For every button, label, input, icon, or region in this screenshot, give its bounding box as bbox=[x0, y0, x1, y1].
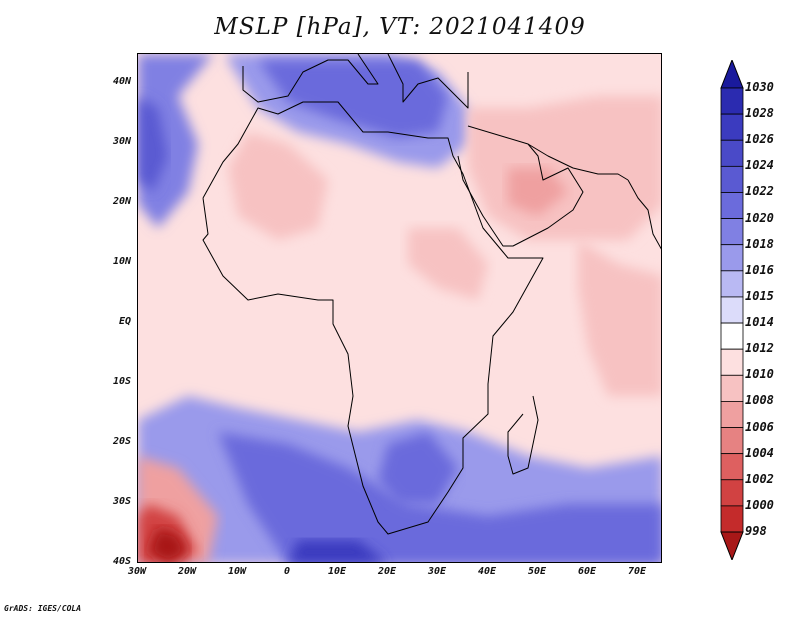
north-atlantic-high-zone bbox=[138, 54, 213, 228]
colorbar-swatch bbox=[720, 218, 744, 246]
credit-text: GrADS: IGES/COLA bbox=[4, 604, 82, 613]
colorbar-swatch bbox=[720, 192, 744, 219]
lon-tick-label: 20E bbox=[377, 566, 397, 577]
lon-tick-label: 30E bbox=[427, 566, 447, 577]
southern-high-core-zone bbox=[288, 540, 386, 562]
colorbar-value-label: 998 bbox=[745, 524, 767, 538]
arabia-low-core-zone bbox=[508, 168, 568, 216]
colorbar-swatch bbox=[720, 479, 744, 507]
colorbar-swatch bbox=[720, 270, 744, 298]
colorbar-value-label: 1018 bbox=[745, 236, 774, 251]
colorbar-swatch bbox=[720, 87, 744, 115]
colorbar bbox=[720, 60, 744, 560]
colorbar-value-label: 1016 bbox=[745, 262, 774, 277]
india-coast-line bbox=[627, 179, 661, 250]
lat-tick-label: 20S bbox=[112, 436, 131, 447]
colorbar-value-label: 1004 bbox=[745, 445, 774, 460]
south-atlantic-high-core-zone bbox=[218, 432, 661, 562]
colorbar-swatch bbox=[720, 296, 744, 324]
north-atlantic-high-core-zone bbox=[138, 96, 168, 192]
lat-tick-label: 20N bbox=[112, 196, 131, 207]
colorbar-swatch bbox=[720, 374, 744, 402]
lat-tick-label: 10N bbox=[112, 256, 131, 267]
lat-tick-label: 10S bbox=[112, 376, 131, 387]
colorbar-value-label: 1026 bbox=[745, 132, 774, 147]
lon-tick-label: 40E bbox=[477, 566, 497, 577]
lon-tick-label: 60E bbox=[577, 566, 597, 577]
south-africa-high-zone bbox=[378, 432, 458, 504]
colorbar-top-arrow bbox=[720, 60, 744, 89]
colorbar-swatch bbox=[720, 139, 744, 167]
colorbar-value-label: 1020 bbox=[745, 210, 774, 225]
iran-coast-line bbox=[527, 143, 629, 181]
colorbar-value-label: 1024 bbox=[745, 158, 774, 173]
southwest-low-center-zone bbox=[148, 528, 188, 562]
lat-tick-label: 30S bbox=[112, 496, 131, 507]
colorbar-value-label: 1022 bbox=[745, 184, 774, 199]
colorbar-value-label: 1015 bbox=[745, 288, 774, 303]
map-title: MSLP [hPa], VT: 2021041409 bbox=[214, 14, 586, 40]
colorbar-value-label: 1030 bbox=[745, 80, 774, 94]
lat-tick-label: 40S bbox=[112, 556, 131, 567]
colorbar-value-label: 1028 bbox=[745, 106, 774, 121]
colorbar-swatch bbox=[720, 113, 744, 141]
sahara-low-zone bbox=[228, 132, 328, 240]
lon-tick-label: 50E bbox=[527, 566, 547, 577]
pressure-map bbox=[138, 54, 661, 562]
colorbar-swatch bbox=[720, 505, 744, 533]
colorbar-value-label: 1002 bbox=[745, 471, 774, 486]
colorbar-swatch bbox=[720, 322, 744, 350]
colorbar-value-label: 1006 bbox=[745, 419, 774, 434]
africa-coast-line bbox=[202, 101, 544, 535]
colorbar-value-label: 1010 bbox=[745, 367, 774, 382]
colorbar-value-label: 1008 bbox=[745, 393, 774, 408]
colorbar-swatch bbox=[720, 453, 744, 481]
arabia-iran-low-zone bbox=[468, 96, 661, 240]
colorbar-swatch bbox=[720, 401, 744, 428]
lon-tick-label: 0 bbox=[283, 566, 291, 577]
colorbar-bottom-arrow bbox=[720, 531, 744, 560]
indian-ocean-low-zone bbox=[578, 240, 661, 396]
map-panel bbox=[137, 53, 662, 563]
lon-tick-label: 10W bbox=[227, 566, 247, 577]
east-africa-low-zone bbox=[408, 228, 488, 300]
colorbar-value-label: 1000 bbox=[745, 497, 774, 512]
europe-coast-line bbox=[242, 54, 379, 103]
madagascar-line bbox=[507, 395, 539, 475]
colorbar-swatch bbox=[720, 244, 744, 272]
colorbar-swatch bbox=[720, 348, 744, 376]
arabia-coast-line bbox=[457, 125, 584, 247]
lat-tick-label: 30N bbox=[112, 136, 131, 147]
colorbar-value-label: 1014 bbox=[745, 315, 774, 330]
lon-tick-label: 10E bbox=[327, 566, 347, 577]
lon-tick-label: 70E bbox=[627, 566, 647, 577]
lon-tick-label: 30W bbox=[127, 566, 147, 577]
lat-tick-label: 40N bbox=[112, 76, 131, 87]
lon-tick-label: 20W bbox=[177, 566, 197, 577]
colorbar-swatch bbox=[720, 427, 744, 455]
italy-greece-turkey-line bbox=[387, 54, 469, 109]
colorbar-swatch bbox=[720, 165, 744, 193]
lat-tick-label: EQ bbox=[118, 316, 131, 327]
colorbar-value-label: 1012 bbox=[745, 341, 774, 356]
